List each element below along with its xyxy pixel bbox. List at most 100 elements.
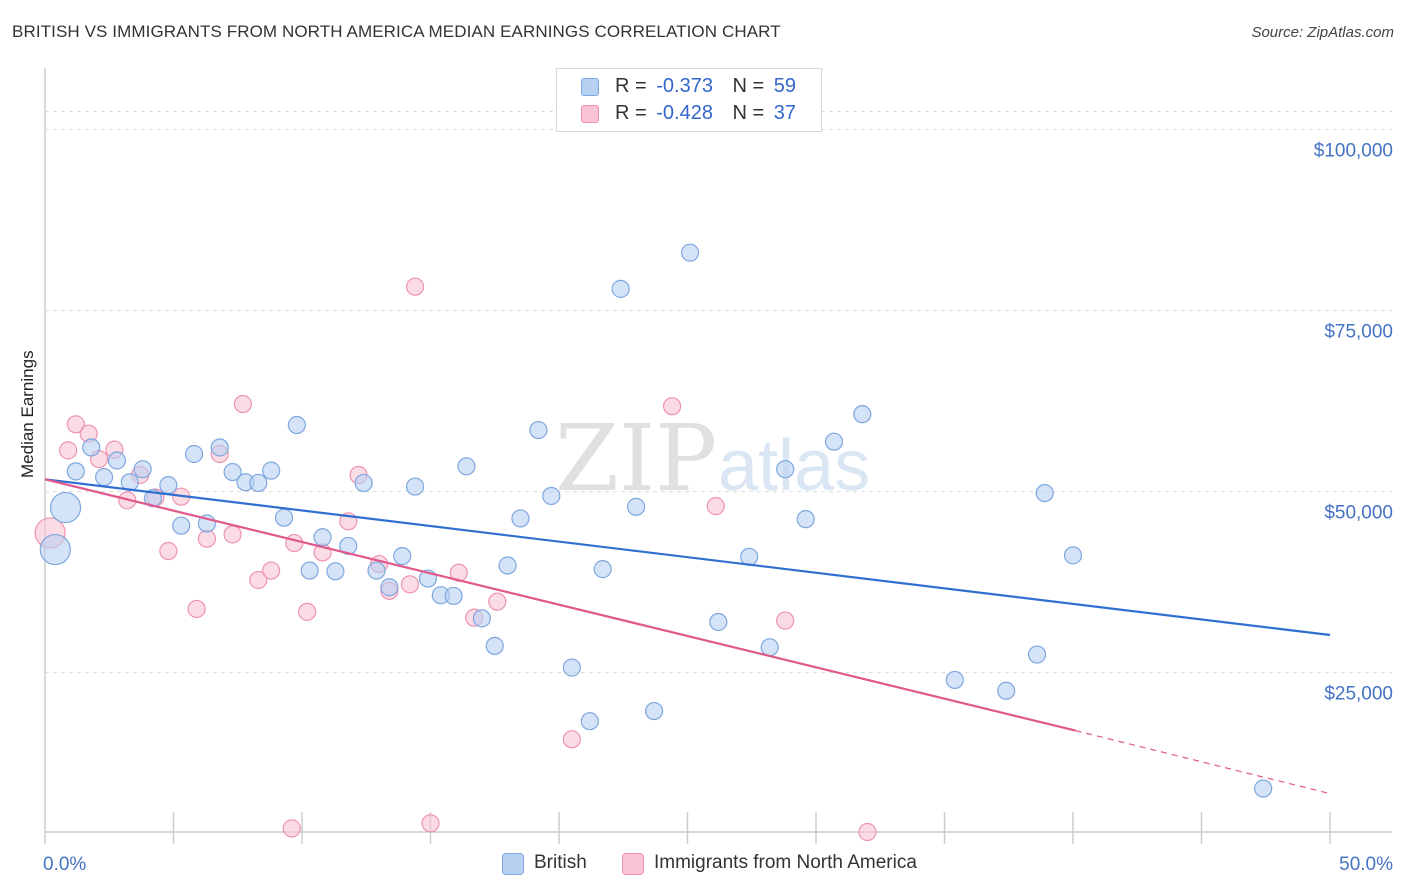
gridlines <box>45 111 1392 674</box>
legend-n-label: N = <box>732 102 765 124</box>
immigrants-point <box>282 819 301 838</box>
british-point <box>405 477 425 496</box>
immigrants-point <box>706 497 725 516</box>
british-point <box>626 497 646 516</box>
immigrants-point <box>159 541 178 561</box>
british-point <box>498 556 517 575</box>
british-point <box>326 562 345 581</box>
british-trend-line <box>44 478 1331 637</box>
immigrants-point <box>776 611 795 630</box>
british-point <box>184 444 204 464</box>
british-point <box>159 476 178 495</box>
immigrants-point <box>298 602 317 621</box>
immigrants-point <box>488 592 507 611</box>
british-point <box>611 279 630 298</box>
immigrants-points <box>34 277 877 842</box>
british-point <box>593 560 612 579</box>
immigrants-trend-line <box>44 478 1076 732</box>
legend-label-british: British <box>534 852 587 873</box>
immigrants-point <box>223 525 242 544</box>
british-point <box>776 460 795 479</box>
trend-lines <box>44 478 1331 795</box>
legend-r-label: R = <box>615 75 647 97</box>
british-point <box>287 415 306 435</box>
british-points <box>39 243 1273 798</box>
british-point <box>107 451 127 470</box>
british-point <box>210 438 229 457</box>
british-point <box>172 516 191 535</box>
british-point <box>274 508 294 527</box>
british-point <box>354 473 373 493</box>
legend-swatch-immigrants <box>581 105 599 123</box>
british-point <box>1035 483 1054 503</box>
british-point <box>740 547 759 566</box>
british-point <box>796 510 815 529</box>
immigrants-point <box>405 277 425 296</box>
legend-n-label: N = <box>732 75 765 97</box>
legend-r-value: -0.428 <box>656 102 713 124</box>
legend-n-value: 59 <box>773 75 797 97</box>
british-point <box>367 561 386 580</box>
y-tick-labels: $100,000 $75,000 $50,000 $25,000 <box>1314 141 1393 705</box>
british-point <box>709 612 728 632</box>
watermark-atlas: atlas <box>718 426 870 506</box>
british-point <box>853 405 872 424</box>
legend-n-value: 37 <box>773 102 797 124</box>
british-point <box>529 420 548 440</box>
immigrants-point <box>59 441 78 460</box>
immigrants-point <box>249 570 268 590</box>
british-point <box>457 457 476 476</box>
british-point <box>485 636 504 655</box>
british-point <box>300 561 319 580</box>
british-point <box>249 473 268 493</box>
british-point <box>511 509 530 528</box>
british-point <box>49 491 82 524</box>
british-point <box>393 546 412 566</box>
x-tick-label-min: 0.0% <box>43 854 86 875</box>
chart-title: BRITISH VS IMMIGRANTS FROM NORTH AMERICA… <box>12 22 781 41</box>
british-point <box>1063 546 1083 565</box>
legend-label-immigrants: Immigrants from North America <box>654 852 917 873</box>
british-point <box>313 528 332 547</box>
immigrants-point <box>262 561 281 580</box>
watermark: ZIP atlas <box>555 405 870 512</box>
legend-swatch-immigrants <box>622 853 644 875</box>
immigrants-point <box>562 730 581 749</box>
y-tick-label: $75,000 <box>1324 322 1393 343</box>
immigrants-point <box>233 394 252 414</box>
british-point <box>444 586 463 606</box>
british-point <box>1027 645 1047 664</box>
immigrants-point <box>187 599 206 619</box>
y-tick-label: $100,000 <box>1314 141 1393 162</box>
british-point <box>824 432 844 451</box>
british-point <box>223 462 242 482</box>
british-point <box>82 438 101 457</box>
legend-r-value: -0.373 <box>656 75 713 97</box>
immigrants-point <box>197 529 217 548</box>
source-label: Source: ZipAtlas.com <box>1251 24 1394 41</box>
british-point <box>95 468 114 487</box>
immigrants-point <box>662 397 682 416</box>
legend-swatch-british <box>502 853 524 875</box>
immigrants-point <box>400 575 420 594</box>
correlation-legend: R = -0.373 N = 59 R = -0.428 N = 37 <box>556 68 822 132</box>
immigrants-point <box>421 814 440 833</box>
british-point <box>680 243 700 262</box>
british-point <box>66 462 85 481</box>
british-point <box>580 712 599 731</box>
british-point <box>760 638 779 657</box>
british-point <box>339 536 358 556</box>
british-point <box>997 681 1016 700</box>
british-point <box>262 461 281 480</box>
british-point <box>39 533 71 566</box>
british-point <box>380 578 399 597</box>
watermark-zip: ZIP <box>555 405 717 512</box>
immigrants-point <box>285 533 304 553</box>
immigrants-point <box>66 415 85 434</box>
x-tick-labels: 0.0% 50.0% <box>43 854 1393 875</box>
legend-swatch-british <box>581 78 599 96</box>
british-point <box>945 670 964 690</box>
x-tick-label-max: 50.0% <box>1339 854 1393 875</box>
british-point <box>644 701 664 721</box>
